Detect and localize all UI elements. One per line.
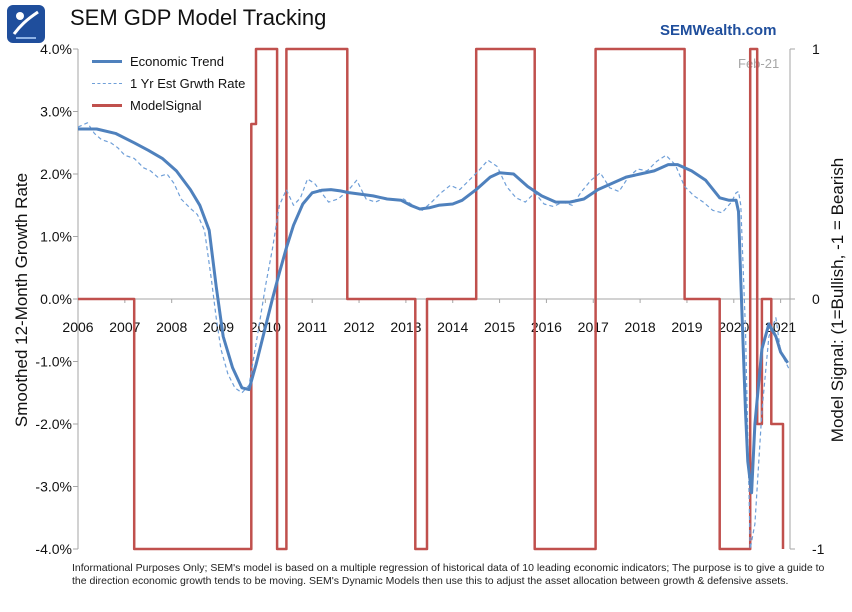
legend-item-economic-trend: Economic Trend xyxy=(92,50,245,72)
as-of-date: Feb-21 xyxy=(738,56,780,71)
x-tick-label: 2013 xyxy=(390,319,421,335)
x-tick-label: 2007 xyxy=(109,319,140,335)
footnote: Informational Purposes Only; SEM's model… xyxy=(72,562,825,587)
legend-label: Economic Trend xyxy=(130,53,224,69)
y-left-tick-label: 4.0% xyxy=(40,41,72,57)
x-tick-label: 2011 xyxy=(297,319,327,335)
y-left-tick-label: -2.0% xyxy=(35,416,72,432)
x-tick-label: 2015 xyxy=(484,319,515,335)
x-tick-label: 2017 xyxy=(578,319,609,335)
y-left-tick-label: -4.0% xyxy=(35,541,72,557)
legend-label: ModelSignal xyxy=(130,97,202,113)
series-layer xyxy=(77,47,791,551)
y-left-tick-label: 2.0% xyxy=(40,166,72,182)
legend: Economic Trend 1 Yr Est Grwth Rate Model… xyxy=(92,50,245,116)
y-left-tick-label: 1.0% xyxy=(40,229,72,245)
x-tick-label: 2009 xyxy=(203,319,234,335)
x-tick-label: 2006 xyxy=(62,319,93,335)
x-tick-label: 2008 xyxy=(156,319,187,335)
y-right-tick-label: 0 xyxy=(812,291,820,307)
y-left-tick-label: 3.0% xyxy=(40,104,72,120)
y-left-tick-label: 0.0% xyxy=(40,291,72,307)
series-model-signal-line xyxy=(78,47,785,551)
y-right-tick-label: 1 xyxy=(812,41,820,57)
legend-label: 1 Yr Est Grwth Rate xyxy=(130,75,246,91)
x-tick-label: 2019 xyxy=(671,319,702,335)
x-tick-label: 2012 xyxy=(343,319,374,335)
y-left-tick-label: -1.0% xyxy=(35,354,72,370)
x-tick-label: 2018 xyxy=(625,319,656,335)
x-tick-label: 2016 xyxy=(531,319,562,335)
legend-item-est-growth: 1 Yr Est Grwth Rate xyxy=(92,72,245,94)
legend-swatch-model-signal xyxy=(92,103,122,107)
brand-link[interactable]: SEMWealth.com xyxy=(660,22,777,39)
series-economic-trend-line xyxy=(78,127,789,495)
y-right-tick-label: -1 xyxy=(812,541,825,557)
sem-logo-icon xyxy=(7,5,45,43)
x-tick-label: 2014 xyxy=(437,319,468,335)
y-left-tick-label: -3.0% xyxy=(35,479,72,495)
chart-title: SEM GDP Model Tracking xyxy=(70,5,327,30)
series-est-growth-line xyxy=(77,122,791,550)
legend-item-model-signal: ModelSignal xyxy=(92,94,245,116)
axes: 4.0% 3.0% 2.0% 1.0% 0.0% -1.0% -2.0% -3.0% -4.0%… xyxy=(35,41,824,557)
legend-swatch-est-growth xyxy=(92,82,122,84)
legend-swatch-economic-trend xyxy=(92,59,122,63)
